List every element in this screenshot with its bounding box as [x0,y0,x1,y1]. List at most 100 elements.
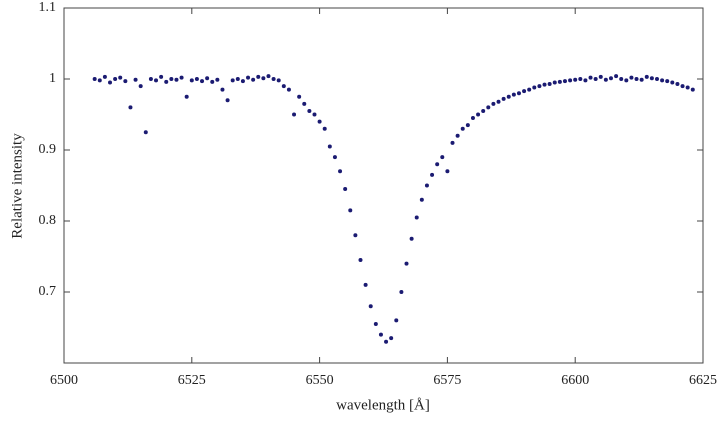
data-point [685,85,690,90]
data-point [578,77,583,81]
data-point [348,208,353,213]
y-tick-label: 1.1 [39,0,57,15]
data-point [537,84,542,89]
y-axis-label: Relative intensity [9,133,25,239]
data-point [404,261,409,266]
data-point [624,78,629,83]
data-point [440,155,445,160]
data-point [593,77,598,81]
y-tick-label: 0.8 [39,213,57,228]
data-point [189,78,194,83]
data-point [435,162,440,167]
data-point [123,79,128,84]
data-point [506,94,511,99]
plot-frame [63,7,704,364]
data-point [240,79,245,84]
data-point [384,339,389,344]
data-point [128,105,133,110]
data-point [317,119,322,124]
data-point [184,94,189,99]
data-point [424,183,429,188]
data-point [511,92,516,97]
data-point [557,79,562,84]
data-point [246,75,251,80]
data-point [430,172,435,177]
data-point [460,126,465,131]
data-point [307,108,312,113]
data-point [476,112,481,117]
data-point [598,74,603,79]
data-point [312,112,317,117]
data-point [378,332,383,337]
data-point [174,77,179,82]
data-point [603,77,608,82]
data-point [373,321,378,326]
data-point [634,77,639,81]
data-point [92,77,97,81]
data-point [583,78,588,83]
data-point [608,76,613,81]
x-tick-label: 6600 [561,373,589,388]
x-tick-label: 6625 [689,373,717,388]
data-point [573,77,578,82]
data-point [102,74,107,79]
data-point [108,80,113,85]
data-point [394,318,399,323]
data-point [322,126,327,131]
data-point [169,77,174,81]
data-point [205,76,210,81]
data-point [225,98,230,103]
data-point [256,74,261,79]
data-point [399,290,404,294]
data-point [261,76,266,81]
data-point [680,84,685,89]
data-point [297,94,302,99]
data-point [266,74,271,79]
data-point [159,74,164,79]
data-point [220,87,225,92]
data-point [552,80,557,85]
data-point [588,75,593,80]
data-point [235,77,240,81]
data-point [522,89,527,94]
data-point [619,77,624,81]
x-tick-label: 6525 [178,373,206,388]
data-point [419,197,424,202]
data-point [118,75,123,80]
x-tick-label: 6575 [433,373,461,388]
data-point [133,77,138,82]
data-point [281,84,286,89]
data-point [358,258,363,263]
data-point [614,74,619,79]
data-point [496,99,501,104]
data-point [470,116,475,121]
data-point [409,236,414,241]
data-point [276,78,281,83]
data-point [343,187,348,192]
data-point [455,133,460,138]
data-point [639,77,644,82]
y-tick-label: 0.7 [39,284,57,299]
data-point [210,79,215,84]
data-point [649,76,654,81]
data-point [363,282,368,287]
data-point [215,77,220,82]
x-axis-label: wavelength [Å] [336,397,430,413]
data-point [414,215,419,220]
data-point [353,233,358,238]
data-point [251,77,256,82]
data-point [97,78,102,83]
data-point [629,75,634,80]
data-point [568,78,573,83]
data-point [644,74,649,79]
data-point [670,80,675,85]
data-point [368,304,373,309]
data-point [148,77,153,81]
data-point [164,79,169,84]
data-point [665,79,670,84]
data-point [445,169,450,174]
data-point [547,81,552,86]
data-point [389,336,394,341]
data-point [200,79,205,84]
